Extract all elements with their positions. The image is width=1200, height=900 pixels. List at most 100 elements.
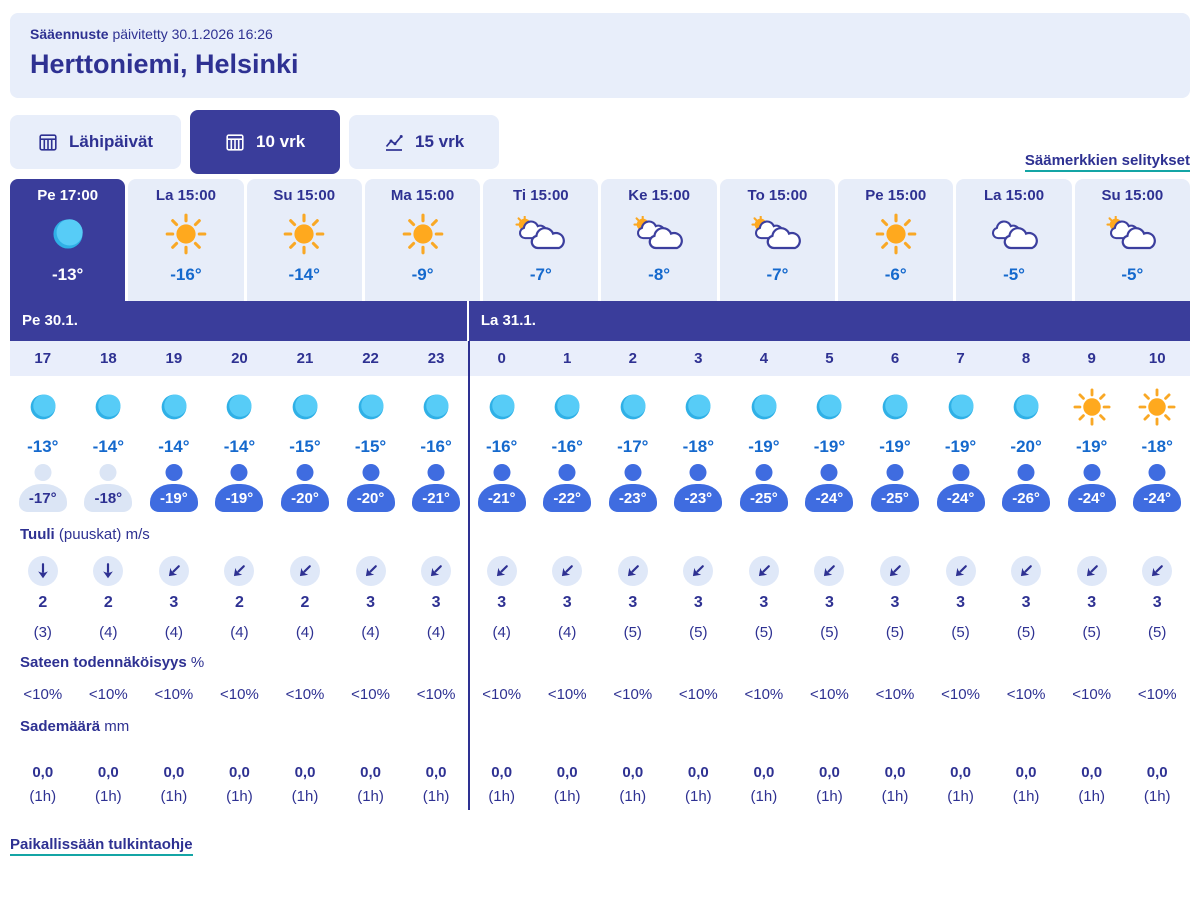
day-card-3[interactable]: Ma 15:00 -9° <box>364 179 481 301</box>
day-card-9[interactable]: Su 15:00 -5° <box>1074 179 1190 301</box>
temperature-value: -14° <box>223 437 256 456</box>
pop-value: <10% <box>285 686 325 703</box>
precip-amount-value: 0,0 <box>1015 764 1037 781</box>
feels-like-person-icon: -17° <box>15 464 71 512</box>
calendar-icon <box>38 132 58 152</box>
precip-amount-value: 0,0 <box>622 764 644 781</box>
feels-like-value: -24° <box>805 484 854 512</box>
hours-row: 17 18 19 20 21 22 23 0 1 2 3 4 5 6 7 8 9 10 <box>10 341 1190 376</box>
pop-value: <10% <box>1006 686 1046 703</box>
wind-direction-arrow-icon <box>421 556 452 586</box>
updated-timestamp: päivitetty 30.1.2026 16:26 <box>108 26 273 42</box>
feels-like-cell: -24° <box>1124 464 1190 520</box>
temperature-value: -15° <box>289 437 321 456</box>
moon-icon <box>76 390 142 424</box>
temperature-value: -14° <box>92 437 125 456</box>
person-head <box>1017 464 1035 481</box>
temperature-value: -14° <box>158 437 190 456</box>
feels-like-value: -22° <box>543 484 592 512</box>
day-card-1[interactable]: La 15:00 -16° <box>128 179 244 301</box>
day-card-5[interactable]: Ke 15:00 -8° <box>601 179 717 301</box>
feels-like-person-icon: -25° <box>867 464 923 512</box>
day-card-0[interactable]: Pe 17:00 -13° <box>10 179 126 301</box>
wind-direction-arrow-icon <box>814 556 845 586</box>
wind-speed-value: 3 <box>1087 594 1097 611</box>
temperature-value: -17° <box>617 437 649 456</box>
feels-like-value: -17° <box>18 484 67 512</box>
cloud-icon <box>956 208 1071 260</box>
feels-like-person-icon: -18° <box>80 464 136 512</box>
day-card-8[interactable]: La 15:00 -5° <box>956 179 1072 301</box>
tab-label: Lähipäivät <box>69 132 154 151</box>
pop-value: <10% <box>23 686 63 703</box>
moon-icon <box>534 390 600 424</box>
wind-speed-row: 2 2 3 2 2 3 3 3 3 3 3 3 3 3 3 3 3 3 <box>10 588 1190 618</box>
wind-direction-arrow-icon <box>552 556 583 586</box>
precip-duration-value: (1h) <box>1078 788 1105 805</box>
tab-10vrk[interactable]: 10 vrk <box>190 110 341 174</box>
day-card-temp: -9° <box>411 265 434 284</box>
feels-like-person-icon: -21° <box>474 464 530 512</box>
local-weather-guide-link[interactable]: Paikallissään tulkintaohje <box>10 836 193 856</box>
precip-duration-value: (1h) <box>357 788 384 805</box>
feels-like-value: -25° <box>870 484 919 512</box>
feels-like-cell: -25° <box>862 464 928 520</box>
precip-label-rest: mm <box>100 718 130 735</box>
wind-speed-value: 3 <box>169 594 179 611</box>
wind-label-rest: (puuskat) m/s <box>54 526 150 543</box>
day-card-temp: -6° <box>884 265 907 284</box>
hour-cell: 3 <box>694 350 703 367</box>
day-card-6[interactable]: To 15:00 -7° <box>719 179 836 301</box>
feels-like-value: -20° <box>280 484 329 512</box>
moon-icon <box>207 390 273 424</box>
precip-duration-value: (1h) <box>816 788 843 805</box>
moon-icon <box>600 390 666 424</box>
day-card-7[interactable]: Pe 15:00 -6° <box>838 179 954 301</box>
day-card-label: La 15:00 <box>984 187 1045 204</box>
precip-duration-value: (1h) <box>1143 788 1171 805</box>
day-card-2[interactable]: Su 15:00 -14° <box>246 179 362 301</box>
moon-icon <box>666 390 732 424</box>
precip-duration-value: (1h) <box>160 788 188 805</box>
feels-like-person-icon: -21° <box>408 464 464 512</box>
day-card-temp: -16° <box>170 265 202 284</box>
precip-amount-value: 0,0 <box>1146 764 1168 781</box>
wind-direction-arrow-icon <box>879 556 910 586</box>
feels-like-value: -20° <box>346 484 395 512</box>
day-card-4[interactable]: Ti 15:00 -7° <box>483 179 599 301</box>
day-strip: Pe 17:00 -13° La 15:00 -16° Su 15:00 -14° Ma 1… <box>10 179 1190 301</box>
precip-duration-value: (1h) <box>94 788 122 805</box>
chart-icon <box>384 132 404 152</box>
wind-speed-value: 3 <box>890 594 900 611</box>
wind-speed-value: 3 <box>824 594 834 611</box>
day-card-temp: -7° <box>529 265 552 284</box>
feels-like-cell: -25° <box>731 464 797 520</box>
weather-symbols-legend-link[interactable]: Säämerkkien selitykset <box>1024 152 1190 172</box>
hour-cell: 23 <box>427 350 445 367</box>
wind-direction-cell <box>862 552 928 586</box>
feels-like-person-icon: -19° <box>146 464 202 512</box>
wind-direction-arrow-icon <box>289 556 320 586</box>
hour-cell: 8 <box>1021 350 1031 367</box>
day-card-temp: -5° <box>1121 265 1144 284</box>
tab-15vrk[interactable]: 15 vrk <box>349 115 500 169</box>
tab-lahipaivat[interactable]: Lähipäivät <box>10 115 182 169</box>
wind-direction-cell <box>666 552 732 586</box>
person-head <box>689 464 707 481</box>
wind-speed-value: 3 <box>1152 594 1162 611</box>
feels-like-cell: -24° <box>1059 464 1125 520</box>
tabs: Lähipäivät 10 vrk 15 vrk <box>10 110 1190 174</box>
wind-direction-arrow-icon <box>224 556 255 586</box>
feels-like-person-icon: -19° <box>211 464 267 512</box>
person-head <box>952 464 970 481</box>
precip-amount-value: 0,0 <box>491 764 513 781</box>
wind-gust-value: (5) <box>1016 624 1036 641</box>
wind-direction-cell <box>600 552 666 586</box>
temperature-value: -19° <box>944 437 977 456</box>
wind-direction-row <box>10 550 1190 588</box>
temperature-value: -20° <box>1010 437 1042 456</box>
pop-section-label: Sateen todennäköisyys % <box>10 648 1190 678</box>
wind-speed-value: 3 <box>1021 594 1031 611</box>
day-card-label: Ti 15:00 <box>513 187 569 204</box>
wind-gust-value: (5) <box>1148 624 1167 641</box>
